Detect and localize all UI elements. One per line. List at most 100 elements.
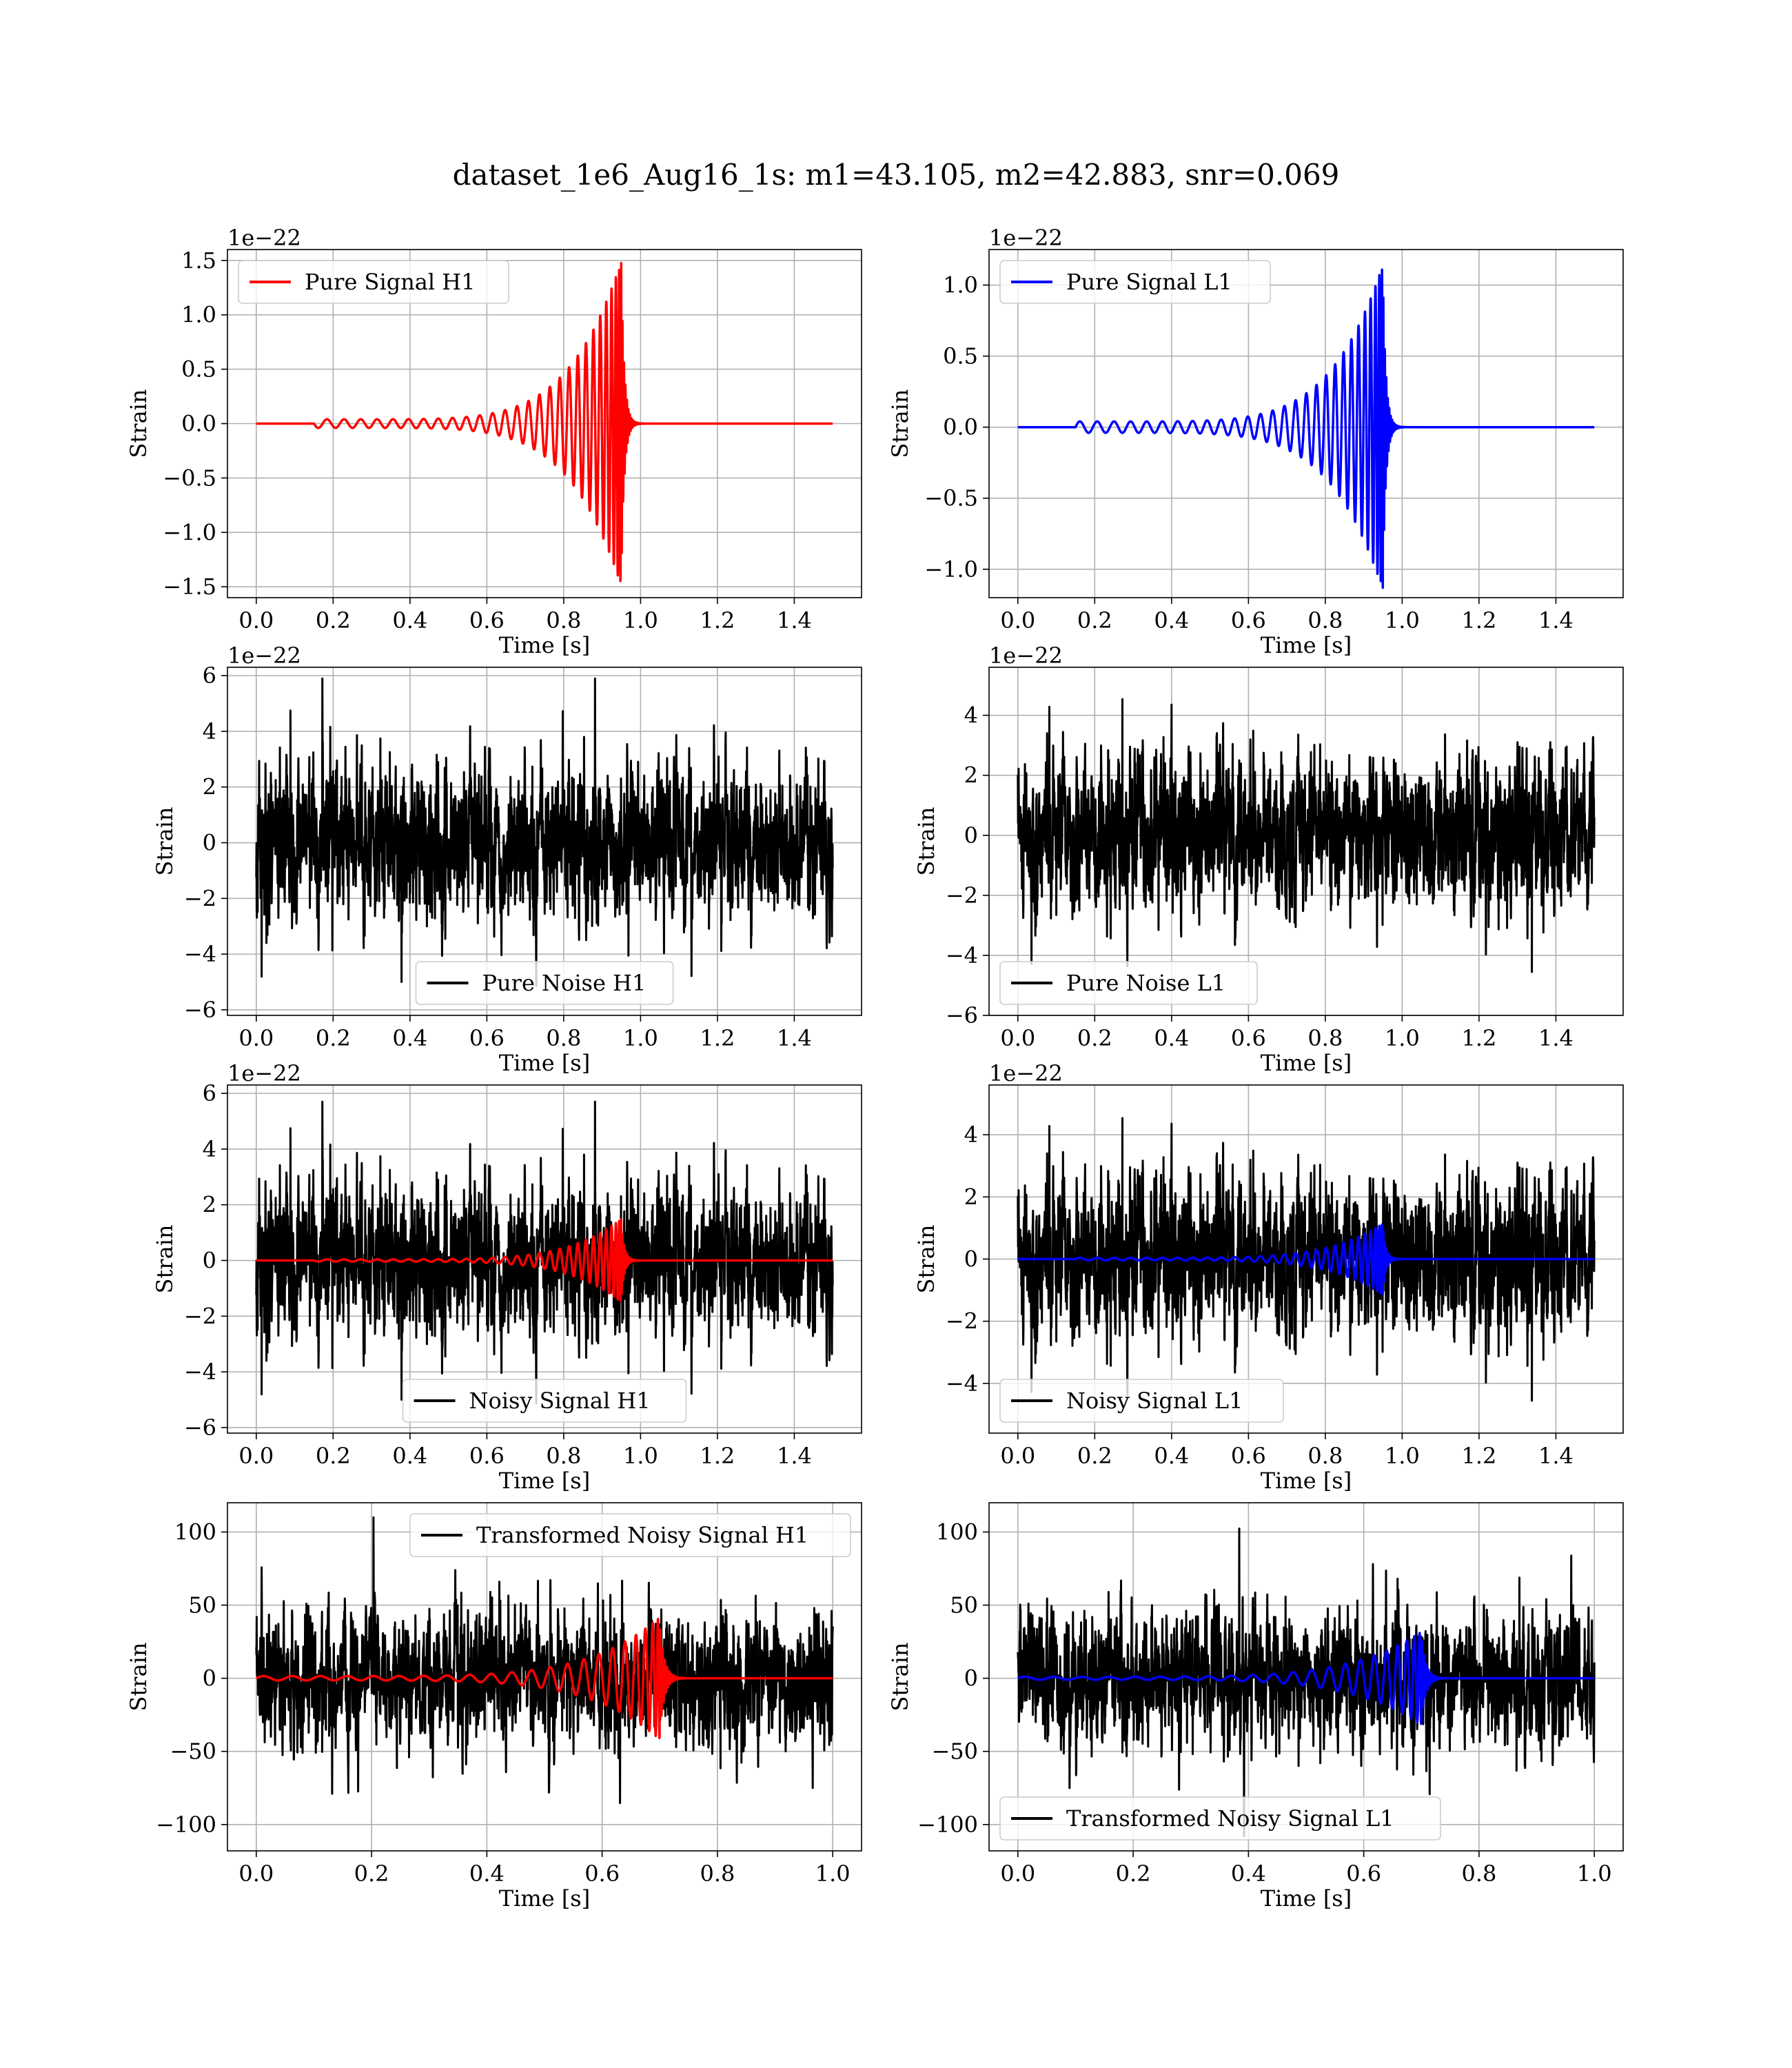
y-tick-label: −2: [946, 882, 978, 909]
y-offset-text: 1e−22: [989, 642, 1063, 669]
y-tick-label: −4: [184, 941, 216, 967]
series-line-noise-0: [255, 1516, 834, 1805]
axes-noisy-signal-l1: 0.0 0.2 0.4 0.6 0.8 1.0 1.2 1.4 −4 −2 0 2 4 Time [s] S…: [913, 1060, 1624, 1494]
legend-label: Pure Noise H1: [482, 970, 646, 996]
axes-pure-noise-l1: 0.0 0.2 0.4 0.6 0.8 1.0 1.2 1.4 −6 −4 −2 0 2 4 Time [s…: [913, 642, 1624, 1076]
series-group: [1017, 698, 1596, 973]
x-tick-label: 0.6: [584, 1861, 620, 1887]
legend: Pure Noise H1: [415, 961, 674, 1005]
x-axis-label: Time [s]: [499, 632, 590, 658]
y-tick-label: 0: [964, 822, 978, 849]
y-offset-text: 1e−22: [227, 642, 301, 669]
x-axis-label: Time [s]: [499, 1885, 590, 1912]
y-tick-label: −1.5: [163, 574, 216, 600]
y-tick-label: −1.0: [924, 556, 978, 582]
y-tick-label: −0.5: [163, 465, 216, 491]
y-tick-label: 0.0: [181, 411, 216, 437]
y-tick-label: 0.5: [943, 343, 978, 369]
y-axis-label: Strain: [125, 389, 152, 458]
series-group: [255, 1516, 834, 1805]
y-axis-label: Strain: [125, 1643, 152, 1712]
y-tick-label: 1.0: [181, 302, 216, 328]
x-tick-label: 1.0: [1385, 607, 1420, 633]
legend-label: Transformed Noisy Signal L1: [1066, 1805, 1394, 1832]
series-line-noise-0: [1017, 698, 1596, 973]
axes-frame: [227, 1502, 862, 1852]
x-tick-label: 0.0: [238, 1025, 274, 1051]
x-tick-label: 1.2: [700, 1025, 735, 1051]
x-tick-label: 0.4: [392, 607, 427, 633]
axes-frame: [988, 667, 1624, 1016]
series-line-noise-0: [255, 677, 834, 987]
series-group: [1017, 1528, 1596, 1838]
x-tick-label: 1.0: [623, 1025, 658, 1051]
x-tick-label: 0.8: [1307, 1025, 1343, 1051]
y-tick-label: 0: [964, 1665, 978, 1692]
y-tick-label: 1.5: [181, 247, 216, 274]
axes-pure-signal-l1: 0.0 0.2 0.4 0.6 0.8 1.0 1.2 1.4 −1.0 −0.5 0.0 0.5 1.…: [887, 225, 1624, 658]
y-tick-label: 0: [964, 1246, 978, 1273]
y-tick-label: 4: [203, 1136, 216, 1162]
y-axis-label: Strain: [913, 1225, 939, 1294]
x-tick-label: 1.4: [777, 1443, 812, 1469]
x-tick-label: 1.0: [623, 607, 658, 633]
legend-label: Pure Signal H1: [305, 269, 476, 295]
x-axis-label: Time [s]: [1261, 1885, 1352, 1912]
y-tick-label: 2: [964, 1184, 978, 1210]
x-axis-label: Time [s]: [499, 1050, 590, 1076]
series-line-noise-0: [1017, 1528, 1596, 1838]
legend-box: [999, 260, 1271, 304]
legend: Pure Noise L1: [999, 961, 1258, 1005]
x-tick-label: 0.2: [1077, 1025, 1112, 1051]
y-tick-label: −6: [946, 1002, 978, 1028]
legend-box: [409, 1513, 851, 1557]
y-tick-label: 6: [203, 662, 216, 689]
figure-title: dataset_1e6_Aug16_1s: m1=43.105, m2=42.8…: [453, 158, 1340, 192]
x-tick-label: 1.4: [777, 1025, 812, 1051]
y-tick-label: −1.0: [163, 519, 216, 545]
series-line-noise-0: [1017, 1117, 1596, 1402]
legend-label: Transformed Noisy Signal H1: [476, 1522, 808, 1548]
x-tick-label: 1.2: [1461, 1025, 1496, 1051]
x-tick-label: 1.2: [700, 1443, 735, 1469]
y-tick-label: −4: [946, 1370, 978, 1397]
legend: Pure Signal L1: [999, 260, 1271, 304]
series-line-signal-1: [1017, 1632, 1596, 1725]
legend-label: Pure Signal L1: [1066, 269, 1232, 295]
x-tick-label: 0.4: [392, 1443, 427, 1469]
x-tick-label: 1.4: [1538, 607, 1574, 633]
x-tick-label: 0.6: [1346, 1861, 1381, 1887]
x-tick-label: 1.2: [700, 607, 735, 633]
y-tick-label: 4: [964, 702, 978, 729]
y-offset-text: 1e−22: [227, 1060, 301, 1086]
x-tick-label: 0.4: [1154, 607, 1189, 633]
axes-pure-signal-h1: 0.0 0.2 0.4 0.6 0.8 1.0 1.2 1.4 −1.5 −1.0 −0.5 0.0 0…: [125, 225, 862, 658]
x-axis-label: Time [s]: [1261, 1468, 1352, 1494]
series-group: [1017, 1117, 1596, 1402]
x-tick-label: 0.2: [354, 1861, 389, 1887]
y-tick-label: −6: [184, 1415, 216, 1441]
x-tick-label: 0.2: [1077, 1443, 1112, 1469]
y-tick-label: 4: [203, 718, 216, 744]
y-offset-text: 1e−22: [989, 225, 1063, 251]
y-axis-label: Strain: [152, 1225, 178, 1294]
y-tick-label: 0.0: [943, 414, 978, 440]
legend-box: [999, 961, 1258, 1005]
y-tick-label: 6: [203, 1080, 216, 1106]
x-tick-label: 1.0: [1577, 1861, 1612, 1887]
legend: Noisy Signal H1: [402, 1379, 687, 1423]
y-tick-label: 100: [174, 1519, 216, 1545]
x-tick-label: 1.2: [1461, 1443, 1496, 1469]
x-tick-label: 0.2: [316, 1025, 351, 1051]
legend-box: [238, 260, 509, 304]
x-tick-label: 1.2: [1461, 607, 1496, 633]
legend-label: Noisy Signal H1: [469, 1388, 651, 1414]
x-tick-label: 0.8: [700, 1861, 735, 1887]
series-group: [256, 262, 834, 582]
series-line-noise-0: [255, 1100, 834, 1405]
x-tick-label: 0.6: [1231, 1025, 1266, 1051]
axes-layer: 0.0 0.2 0.4 0.6 0.8 1.0 1.2 1.4 −1.5 −1.0 −0.5 0.0 0…: [125, 225, 1624, 1912]
legend-label: Noisy Signal L1: [1066, 1388, 1243, 1414]
axes-frame: [988, 249, 1624, 598]
